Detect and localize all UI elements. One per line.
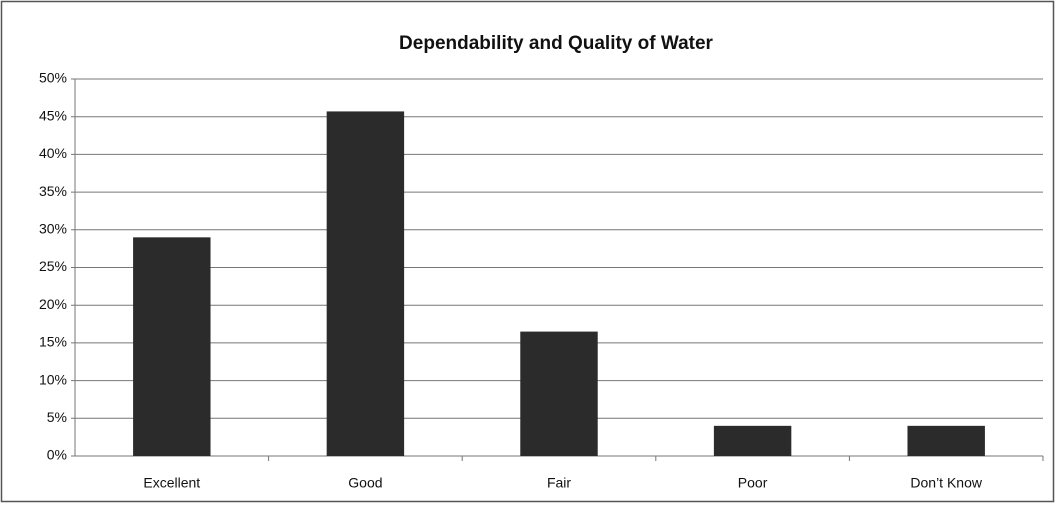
- y-tick-label: 20%: [39, 296, 67, 312]
- bar: [133, 237, 211, 456]
- x-tick-label: Poor: [738, 475, 768, 491]
- x-tick-label: Fair: [547, 475, 571, 491]
- y-tick-label: 10%: [39, 371, 67, 387]
- x-tick-label: Good: [348, 475, 382, 491]
- y-tick-label: 15%: [39, 334, 67, 350]
- bar: [326, 111, 405, 456]
- bar: [907, 425, 985, 456]
- y-tick-label: 5%: [47, 409, 67, 425]
- bar: [713, 425, 792, 456]
- y-tick-label: 45%: [39, 107, 67, 123]
- y-tick-label: 25%: [39, 258, 67, 274]
- bar: [520, 331, 598, 456]
- chart-title: Dependability and Quality of Water: [399, 33, 713, 54]
- y-tick-label: 40%: [39, 145, 67, 161]
- y-tick-label: 35%: [39, 183, 67, 199]
- x-tick-label: Don’t Know: [910, 475, 982, 491]
- y-tick-label: 0%: [47, 447, 67, 463]
- x-tick-label: Excellent: [143, 475, 200, 491]
- y-tick-label: 30%: [39, 221, 67, 237]
- y-tick-label: 50%: [39, 70, 67, 86]
